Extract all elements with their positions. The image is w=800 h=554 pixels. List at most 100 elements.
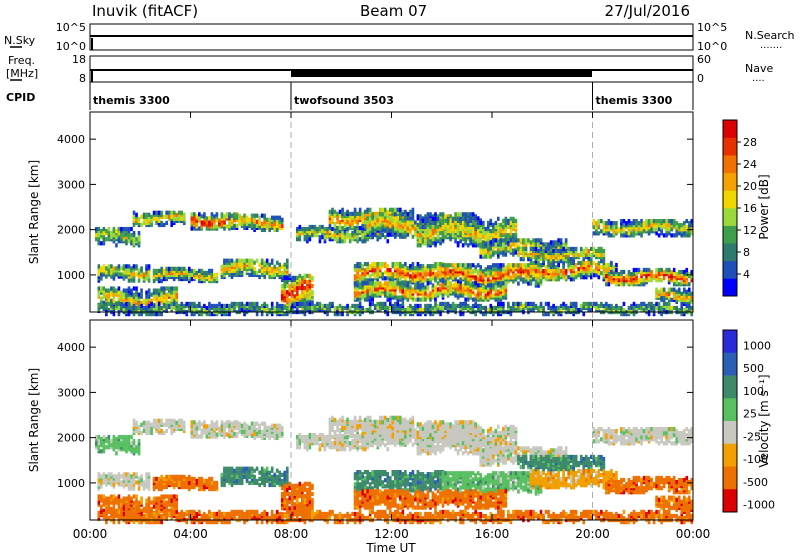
power-cell [160, 286, 163, 291]
power-cell [243, 266, 246, 271]
power-cell [167, 292, 171, 297]
power-cell [373, 268, 377, 273]
power-cell [595, 273, 598, 278]
power-cell [492, 263, 495, 268]
power-cell [444, 281, 447, 286]
power-cell [416, 226, 420, 232]
power-cell [572, 277, 575, 282]
power-cell [406, 232, 410, 237]
power-cell [519, 273, 523, 278]
power-cell [582, 312, 586, 317]
power-cell [366, 216, 369, 221]
power-cell [461, 243, 465, 248]
power-cell [120, 301, 123, 307]
power-cell [366, 228, 369, 233]
power-cell [592, 231, 596, 236]
power-cell [522, 263, 525, 268]
power-cell [600, 301, 603, 307]
power-cell [632, 219, 636, 224]
power-cell [288, 273, 292, 278]
power-cell [366, 293, 369, 298]
power-cell [504, 281, 508, 286]
power-cell [474, 293, 478, 298]
power-cell [190, 276, 194, 282]
power-cell [431, 293, 435, 298]
power-cell [165, 266, 168, 271]
power-cell [97, 264, 101, 269]
power-cell [215, 212, 219, 217]
power-cell [107, 298, 111, 303]
power-cell [479, 218, 483, 223]
power-cell [592, 225, 596, 230]
power-cell [434, 237, 437, 242]
power-cell [476, 287, 480, 292]
power-cell [612, 305, 616, 311]
power-cell [117, 305, 121, 311]
power-cell [363, 213, 367, 219]
power-cell [461, 275, 465, 280]
power-cell [492, 222, 495, 228]
power-cell [610, 276, 613, 281]
power-cell [459, 277, 462, 282]
power-cell [529, 301, 533, 307]
power-cell [127, 286, 131, 291]
power-cell [469, 283, 472, 288]
power-cell [127, 264, 131, 269]
power-cell [476, 263, 480, 268]
power-cell [157, 210, 161, 215]
power-cell [253, 223, 256, 228]
power-cell [424, 303, 427, 309]
power-cell [150, 218, 153, 223]
power-cell [333, 305, 337, 311]
power-cell [157, 218, 161, 223]
power-cell [481, 312, 485, 317]
power-cell [424, 241, 427, 246]
power-cell [401, 215, 405, 221]
power-cell [665, 219, 668, 224]
power-cell [552, 240, 555, 245]
power-cell [132, 214, 136, 219]
power-cell [459, 239, 462, 244]
power-cell [170, 286, 173, 291]
power-cell [200, 220, 204, 225]
power-cell [517, 281, 520, 286]
nave-tick-top: 60 [697, 53, 711, 66]
power-cell [368, 274, 372, 279]
power-cell [446, 224, 450, 230]
power-cell [200, 268, 204, 273]
power-cell [514, 218, 518, 223]
power-cell [449, 220, 452, 226]
power-cell [343, 223, 347, 229]
power-cell [486, 265, 490, 270]
power-cell [509, 244, 513, 249]
power-cell [363, 226, 367, 232]
power-cell [607, 231, 611, 236]
power-cell [512, 248, 515, 253]
power-cell [399, 312, 402, 317]
power-cell [426, 281, 430, 286]
power-cell [135, 237, 138, 242]
power-cell [519, 263, 523, 268]
power-cell [145, 212, 148, 217]
power-cell [125, 268, 128, 273]
cpid-label: CPID [6, 91, 35, 104]
power-cell [112, 298, 116, 303]
power-cell [142, 220, 146, 226]
power-cell [120, 290, 123, 295]
power-cell [243, 213, 246, 218]
power-cell [650, 219, 653, 224]
power-cell [559, 244, 563, 249]
power-cell [167, 214, 171, 219]
power-cell [240, 307, 244, 313]
power-cell [323, 235, 327, 240]
power-cell [253, 301, 256, 307]
power-cell [110, 298, 113, 303]
power-cell [587, 248, 591, 254]
power-cell [469, 305, 472, 311]
power-cell [502, 301, 505, 307]
power-cell [361, 295, 364, 300]
power-cell [97, 226, 101, 232]
power-cell [680, 223, 684, 228]
power-cell [459, 212, 462, 217]
power-cell [464, 241, 467, 246]
